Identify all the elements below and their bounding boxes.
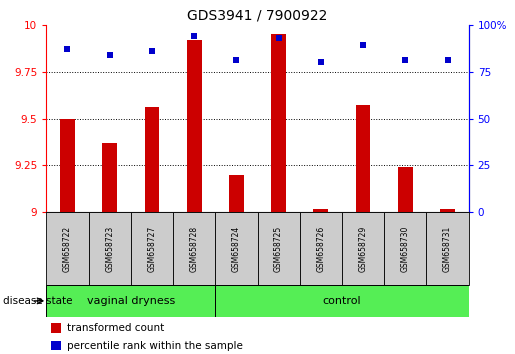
Text: GSM658727: GSM658727 — [147, 225, 157, 272]
Bar — [426, 212, 469, 285]
Point — [274, 35, 283, 41]
Bar — [173, 212, 215, 285]
Bar — [384, 212, 426, 285]
Bar — [271, 34, 286, 212]
Text: GSM658725: GSM658725 — [274, 225, 283, 272]
Bar — [215, 212, 258, 285]
Bar — [187, 40, 201, 212]
Text: GSM658726: GSM658726 — [316, 225, 325, 272]
Point — [190, 33, 198, 39]
Text: percentile rank within the sample: percentile rank within the sample — [67, 341, 244, 350]
Text: GSM658730: GSM658730 — [401, 225, 410, 272]
Bar — [131, 212, 173, 285]
Bar — [398, 167, 413, 212]
Text: transformed count: transformed count — [67, 323, 165, 333]
Bar — [258, 212, 300, 285]
Text: vaginal dryness: vaginal dryness — [87, 296, 175, 306]
Bar — [145, 107, 159, 212]
Text: GSM658728: GSM658728 — [190, 225, 199, 272]
Bar — [314, 209, 328, 212]
Point — [443, 58, 452, 63]
Point — [232, 58, 241, 63]
Bar — [102, 143, 117, 212]
Text: GSM658729: GSM658729 — [358, 225, 368, 272]
Bar — [50, 323, 61, 333]
Bar — [356, 105, 370, 212]
Point — [63, 46, 72, 52]
Text: disease state: disease state — [3, 296, 72, 306]
Bar — [46, 212, 89, 285]
Text: GSM658722: GSM658722 — [63, 225, 72, 272]
Point — [359, 42, 367, 48]
Point — [317, 59, 325, 65]
Bar — [89, 212, 131, 285]
Text: GSM658723: GSM658723 — [105, 225, 114, 272]
Point — [106, 52, 114, 58]
Bar — [300, 212, 342, 285]
Title: GDS3941 / 7900922: GDS3941 / 7900922 — [187, 8, 328, 22]
Bar — [215, 285, 469, 317]
Bar — [229, 175, 244, 212]
Text: GSM658731: GSM658731 — [443, 225, 452, 272]
Bar — [440, 209, 455, 212]
Bar — [46, 285, 215, 317]
Bar — [342, 212, 384, 285]
Point — [401, 58, 409, 63]
Text: control: control — [322, 296, 362, 306]
Text: GSM658724: GSM658724 — [232, 225, 241, 272]
Point — [148, 48, 156, 54]
Bar — [50, 341, 61, 350]
Bar — [60, 119, 75, 212]
